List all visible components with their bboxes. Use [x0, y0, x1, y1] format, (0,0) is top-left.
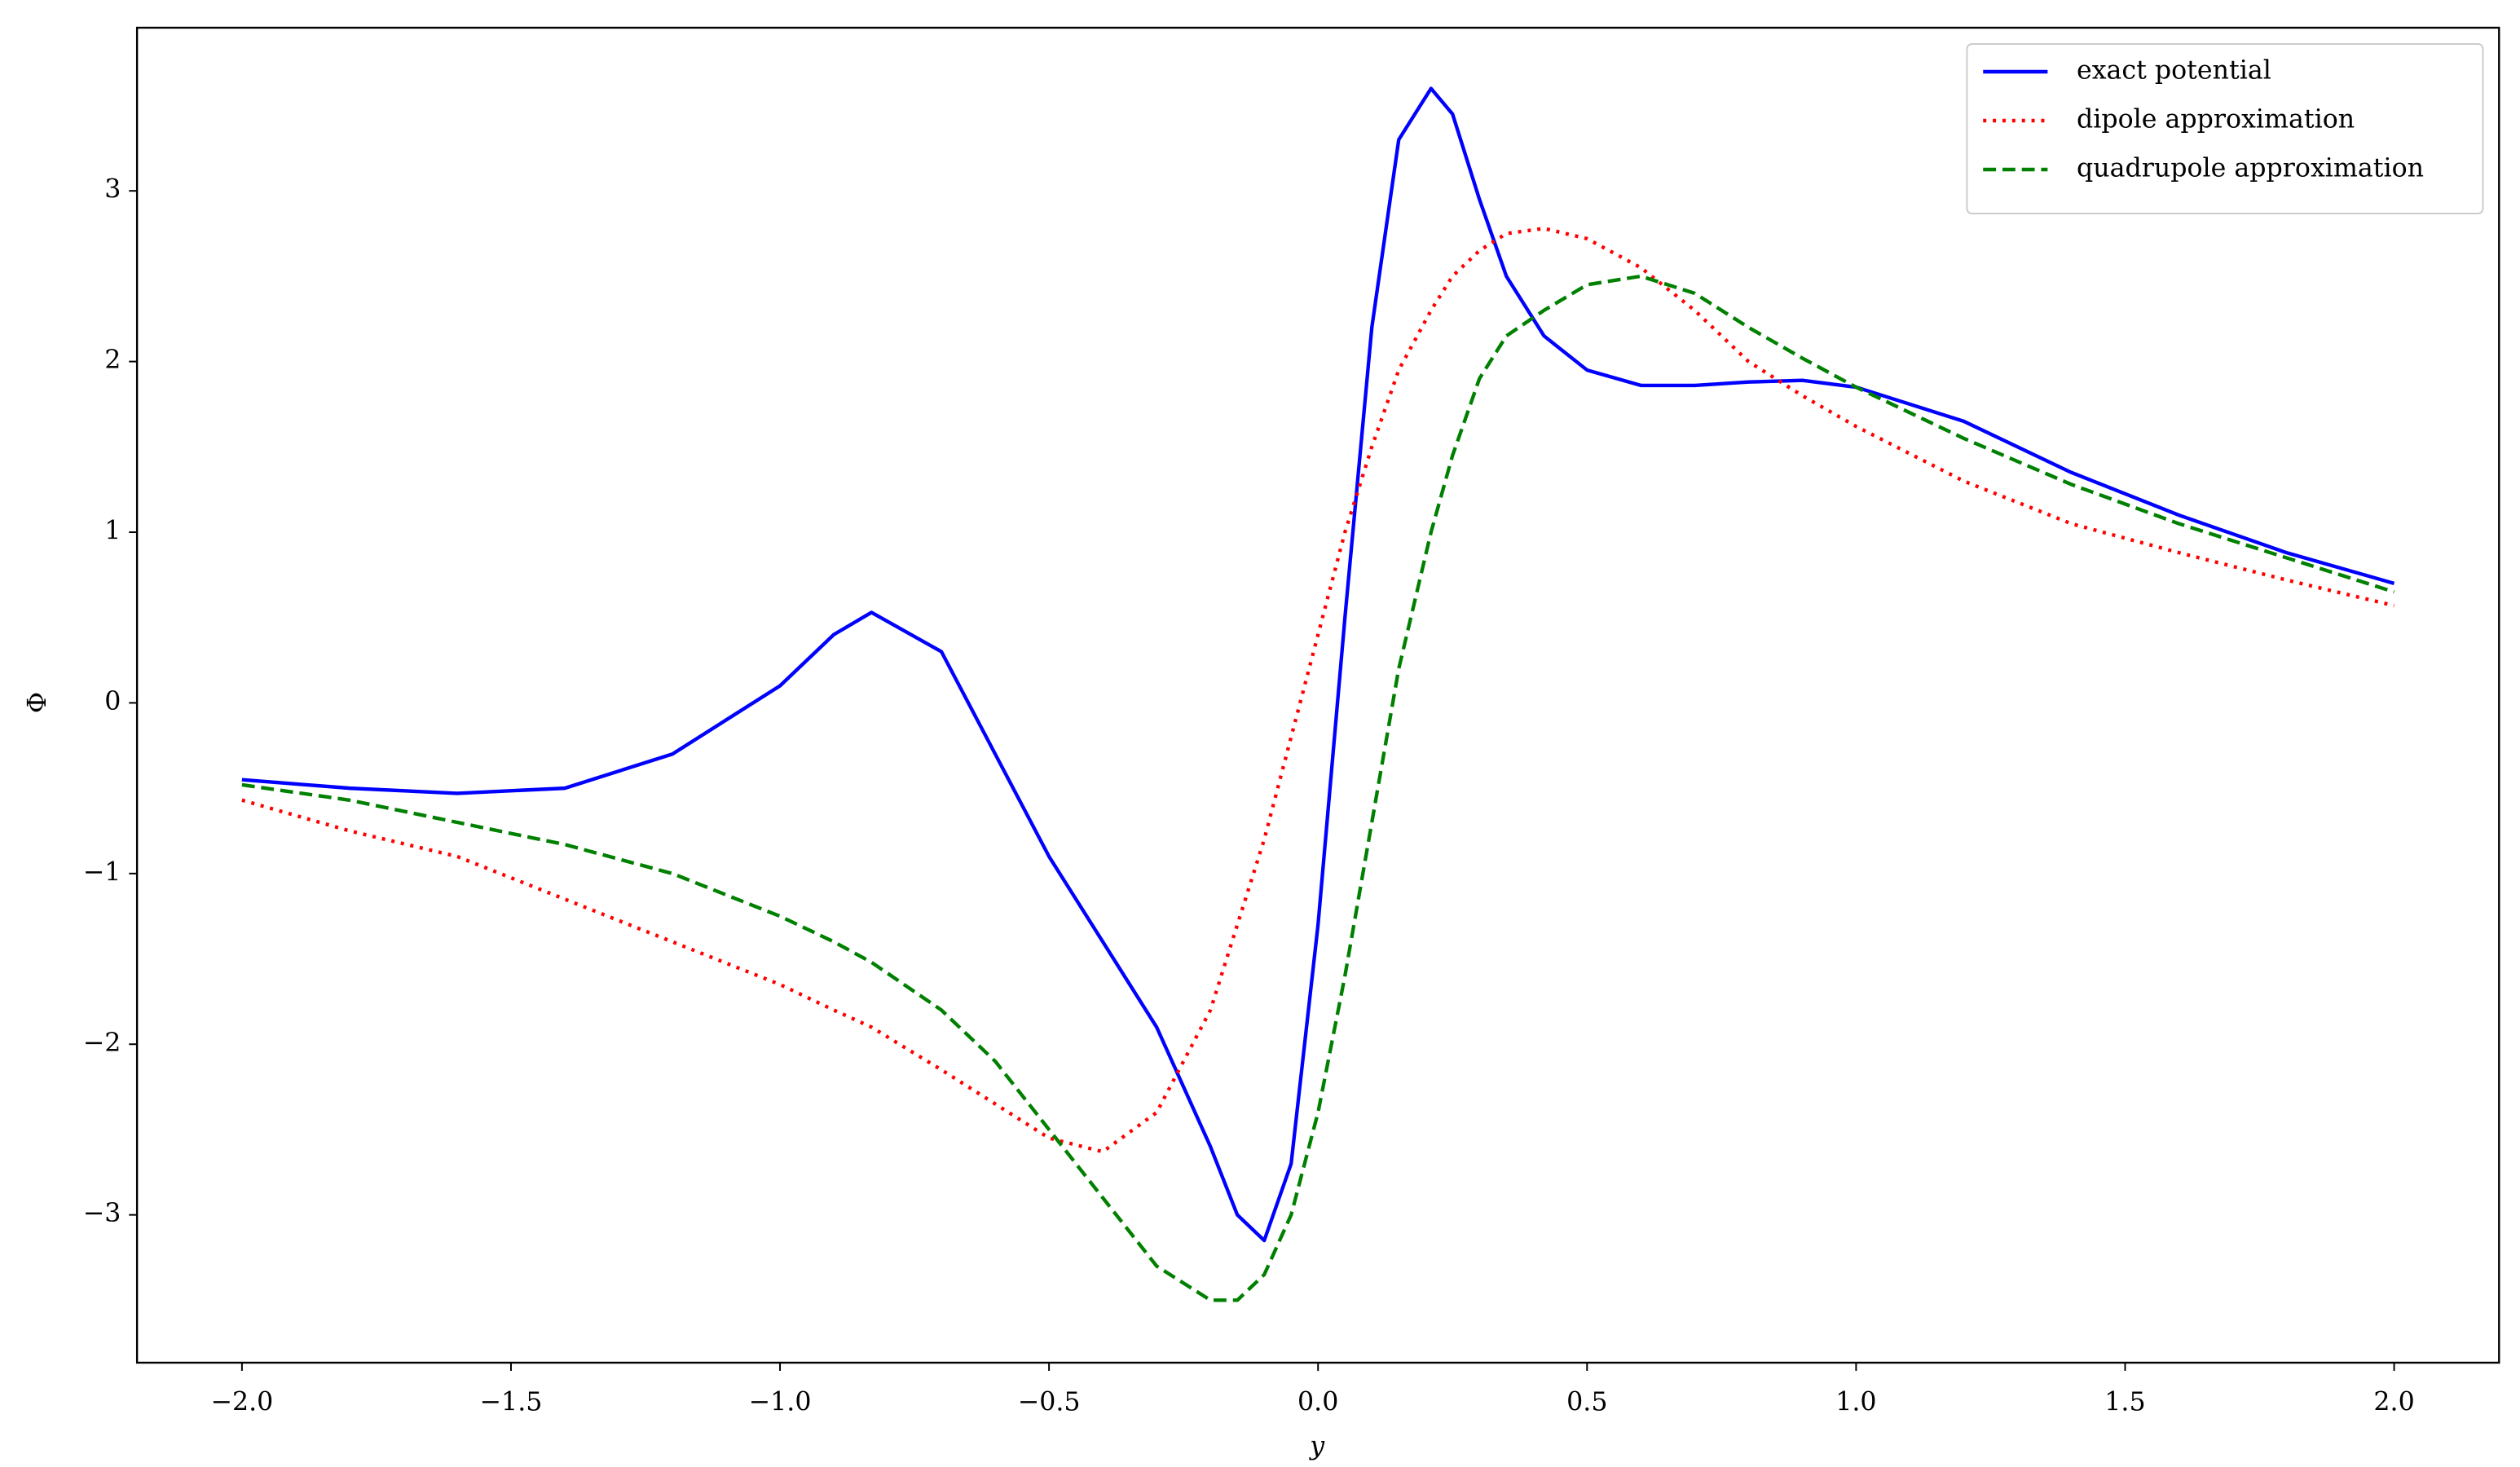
line-series — [241, 227, 2395, 1154]
legend-box — [1966, 43, 2484, 214]
legend-label: quadrupole approximation — [2077, 152, 2424, 183]
y-tick-label: 0 — [104, 685, 121, 716]
y-tick-label: −1 — [83, 856, 121, 887]
x-tick-label: 1.5 — [2104, 1386, 2145, 1416]
x-tick-label: −0.5 — [1018, 1386, 1081, 1416]
x-tick-label: −2.0 — [210, 1386, 273, 1416]
x-tick-label: 2.0 — [2373, 1386, 2414, 1416]
y-tick-label: 3 — [104, 174, 121, 205]
legend-label: exact potential — [2077, 54, 2271, 85]
x-tick-label: −1.5 — [480, 1386, 543, 1416]
x-tick-label: 1.0 — [1835, 1386, 1876, 1416]
legend-label: dipole approximation — [2077, 103, 2355, 134]
y-axis-label: Φ — [21, 692, 52, 713]
y-tick-label: −3 — [83, 1197, 121, 1228]
x-tick-label: 0.0 — [1297, 1386, 1338, 1416]
y-tick-label: 2 — [104, 344, 121, 375]
line-series — [241, 86, 2395, 1243]
x-axis-label: y — [1308, 1430, 1325, 1460]
x-tick-label: −1.0 — [749, 1386, 812, 1416]
line-series — [241, 274, 2395, 1302]
y-tick-label: −2 — [83, 1027, 121, 1058]
y-tick-label: 1 — [104, 514, 121, 545]
plot-frame — [135, 26, 2500, 1364]
x-tick-label: 0.5 — [1566, 1386, 1607, 1416]
